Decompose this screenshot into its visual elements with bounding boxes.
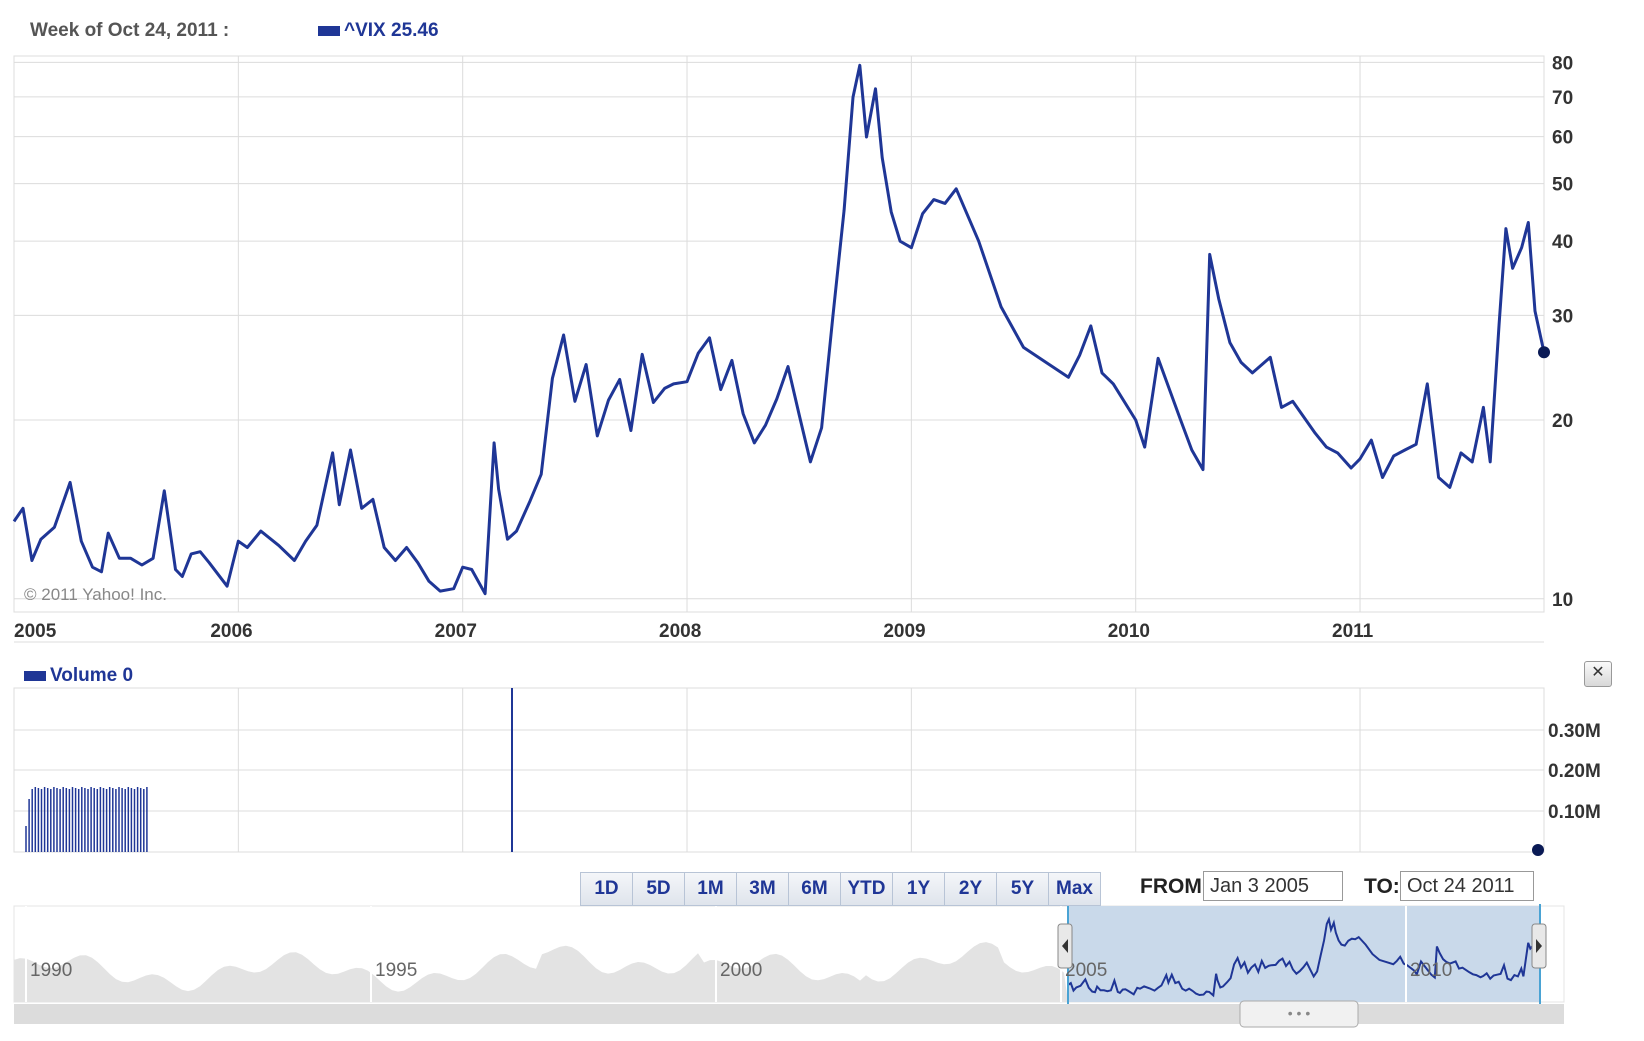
- navigator-selected-line: [1067, 916, 1541, 998]
- range-button-ytd[interactable]: YTD: [841, 873, 893, 905]
- x-tick-label: 2005: [14, 621, 57, 642]
- to-date-input[interactable]: [1400, 871, 1534, 901]
- y-tick-label: 50: [1552, 175, 1573, 196]
- navigator-selected-window[interactable]: [1068, 906, 1540, 1002]
- navigator-scrollbar-track[interactable]: [14, 1004, 1564, 1024]
- y-tick-label: 30: [1552, 306, 1573, 327]
- from-date-input[interactable]: [1203, 871, 1343, 901]
- volume-tick-label: 0.10M: [1548, 802, 1601, 823]
- x-tick-label: 2007: [435, 621, 477, 642]
- main-grid: [14, 56, 1544, 612]
- last-point-marker[interactable]: [1538, 346, 1550, 359]
- series-swatch: [318, 25, 340, 36]
- vix-series-line: [12, 63, 1546, 596]
- range-button-5y[interactable]: 5Y: [997, 873, 1049, 905]
- volume-bars: [25, 787, 148, 852]
- x-tick-label: 2008: [659, 621, 701, 642]
- y-tick-label: 40: [1552, 232, 1573, 253]
- range-button-3m[interactable]: 3M: [737, 873, 789, 905]
- y-tick-label: 70: [1552, 88, 1573, 109]
- navigator-year-labels: 1990 1995 2000 2005 2010: [25, 906, 1452, 1002]
- range-button-1y[interactable]: 1Y: [893, 873, 945, 905]
- volume-legend: Volume 0: [24, 665, 133, 687]
- week-date-label: Week of Oct 24, 2011 :: [30, 20, 230, 41]
- navigator-year-label: 2000: [720, 960, 762, 981]
- navigator-left-handle[interactable]: [1057, 923, 1073, 969]
- range-button-group: 1D 5D 1M 3M 6M YTD 1Y 2Y 5Y Max: [580, 872, 1101, 906]
- navigator-year-label: 1995: [375, 960, 417, 981]
- range-button-max[interactable]: Max: [1049, 873, 1100, 905]
- volume-last-marker: [1532, 844, 1544, 856]
- x-tick-label: 2006: [210, 621, 252, 642]
- navigator-scrollbar-thumb[interactable]: • • •: [1239, 1000, 1359, 1028]
- navigator-year-label: 2005: [1065, 960, 1107, 981]
- scrollbar-grip-icon: • • •: [1288, 1005, 1311, 1021]
- range-button-5d[interactable]: 5D: [633, 873, 685, 905]
- range-button-2y[interactable]: 2Y: [945, 873, 997, 905]
- navigator-history-area: [14, 942, 1068, 1002]
- y-tick-label: 10: [1552, 590, 1573, 611]
- y-tick-label: 60: [1552, 128, 1573, 149]
- to-label: TO:: [1364, 875, 1400, 898]
- navigator-year-label: 2010: [1410, 960, 1452, 981]
- range-button-1m[interactable]: 1M: [685, 873, 737, 905]
- series-legend-label: ^VIX 25.46: [344, 20, 439, 41]
- volume-swatch: [24, 670, 46, 681]
- close-volume-icon[interactable]: ✕: [1584, 661, 1612, 687]
- volume-axis-ticks: 0.30M 0.20M 0.10M: [1548, 721, 1601, 823]
- y-axis-ticks: 10 20 30 40 50 60 70 80: [1552, 53, 1573, 610]
- main-plot-frame: [13, 55, 1545, 613]
- navigator-year-label: 1990: [30, 960, 72, 981]
- from-label: FROM:: [1140, 875, 1209, 898]
- navigator-right-handle[interactable]: [1531, 923, 1547, 969]
- copyright-text: © 2011 Yahoo! Inc.: [24, 585, 167, 604]
- x-tick-label: 2009: [883, 621, 925, 642]
- x-tick-label: 2011: [1332, 621, 1374, 642]
- x-tick-label: 2010: [1108, 621, 1150, 642]
- x-axis-ticks: 2005 2006 2007 2008 2009 2010 2011: [14, 621, 1374, 642]
- range-button-1d[interactable]: 1D: [581, 873, 633, 905]
- volume-tick-label: 0.20M: [1548, 761, 1601, 782]
- y-tick-label: 20: [1552, 411, 1573, 432]
- range-button-6m[interactable]: 6M: [789, 873, 841, 905]
- volume-tick-label: 0.30M: [1548, 721, 1601, 742]
- volume-grid: [14, 688, 1544, 852]
- series-legend: ^VIX 25.46: [318, 20, 439, 42]
- volume-label: Volume 0: [50, 665, 134, 686]
- y-tick-label: 80: [1552, 53, 1573, 74]
